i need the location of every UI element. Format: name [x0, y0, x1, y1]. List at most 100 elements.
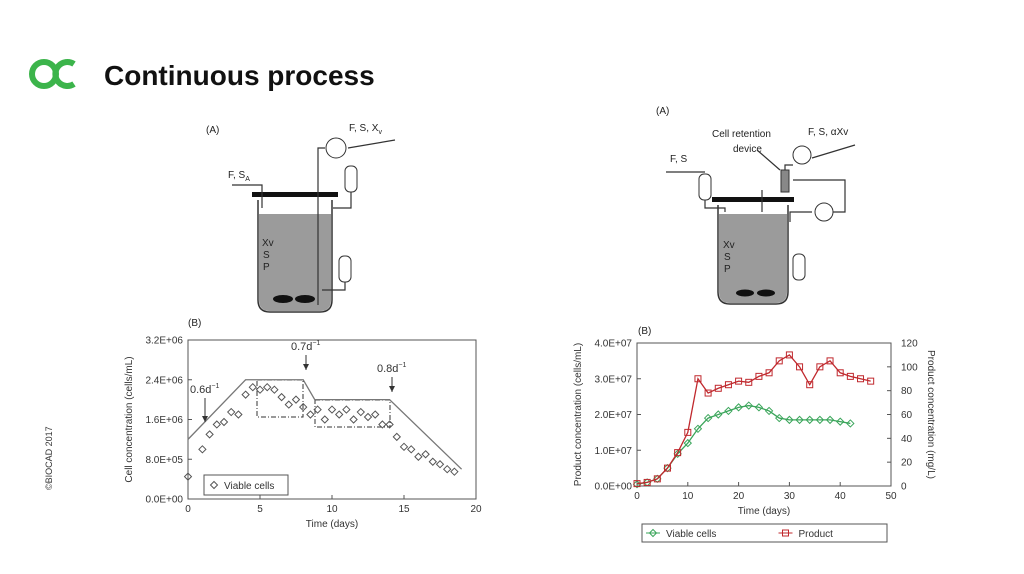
- data-point: [826, 357, 834, 365]
- y2-tick-label: 20: [901, 458, 913, 469]
- data-point: [703, 413, 713, 423]
- data-point: [633, 480, 641, 488]
- x-tick-label: 20: [470, 504, 482, 515]
- data-point: [805, 415, 814, 425]
- diagram-label: (A): [656, 106, 669, 117]
- data-point: [306, 410, 315, 419]
- data-point: [674, 449, 682, 457]
- data-point: [775, 357, 783, 365]
- data-point: [356, 407, 366, 417]
- data-point: [205, 430, 214, 439]
- data-point: [183, 472, 193, 481]
- annotation-text: 0.6d: [190, 384, 211, 396]
- x-tick-label: 10: [682, 491, 694, 502]
- data-point: [653, 475, 661, 483]
- data-point: [795, 415, 804, 425]
- y2-axis-label: Product concentration (mg/L): [925, 350, 936, 479]
- data-point: [320, 415, 330, 424]
- data-point: [785, 415, 794, 425]
- outlet-label: F, S, Xv: [349, 123, 382, 136]
- logo: [29, 59, 76, 90]
- inlet-text: F, S: [228, 170, 246, 181]
- data-point: [399, 442, 409, 452]
- data-point: [241, 390, 250, 399]
- data-point: [857, 375, 865, 383]
- data-point: [835, 417, 845, 426]
- data-point: [342, 405, 351, 414]
- y2-tick-label: 60: [901, 410, 913, 421]
- data-point: [693, 424, 703, 434]
- chart-label: (B): [188, 318, 201, 329]
- x-tick-label: 50: [885, 491, 897, 502]
- y-axis-label: Product concentration (cells/mL): [573, 343, 584, 486]
- x-tick-label: 0: [634, 491, 640, 502]
- inlet-label: F, S: [670, 154, 688, 165]
- data-point: [755, 372, 763, 380]
- data-point: [219, 417, 229, 427]
- data-point: [450, 467, 459, 476]
- data-point: [277, 392, 286, 402]
- annotation-arrowhead: [303, 364, 309, 370]
- data-point: [704, 389, 712, 397]
- y2-tick-label: 120: [901, 339, 918, 350]
- bioreactor-diagram-right: (A) Cell retention device F, S, αXv F, S…: [638, 106, 856, 337]
- legend-label: Viable cells: [666, 529, 716, 540]
- annotation-superscript: −1: [211, 383, 219, 390]
- data-point: [313, 405, 322, 414]
- data-point: [226, 407, 236, 417]
- contents-label: S: [724, 252, 731, 263]
- y2-tick-label: 40: [901, 434, 913, 445]
- data-point: [198, 445, 207, 454]
- data-point: [683, 438, 693, 448]
- data-point: [724, 406, 733, 416]
- legend-marker: [648, 528, 658, 538]
- contents-label: P: [263, 262, 270, 273]
- series-line: [636, 354, 871, 485]
- data-point: [724, 381, 732, 389]
- diagram-label: (A): [206, 125, 219, 136]
- data-point: [785, 351, 793, 359]
- data-point: [370, 410, 380, 419]
- data-point: [745, 378, 753, 386]
- annotation: 0.8d−1: [377, 362, 407, 375]
- y-tick-label: 4.0E+07: [594, 339, 632, 350]
- x-tick-label: 40: [835, 491, 847, 502]
- data-point: [363, 412, 373, 422]
- contents-label: Xv: [262, 238, 274, 249]
- data-point: [385, 420, 394, 429]
- data-point: [284, 400, 294, 409]
- data-point: [796, 363, 804, 371]
- outlet-subscript: v: [378, 129, 382, 136]
- data-point: [754, 403, 764, 412]
- y-tick-label: 2.4E+06: [145, 375, 183, 386]
- data-point: [442, 464, 452, 474]
- data-point: [270, 385, 279, 394]
- data-point: [334, 410, 344, 419]
- y-tick-label: 0.0E+00: [145, 495, 183, 506]
- data-point: [327, 405, 337, 414]
- y-tick-label: 1.6E+06: [145, 415, 183, 426]
- data-point: [248, 382, 258, 392]
- data-point: [255, 385, 265, 394]
- plot-frame: [636, 342, 892, 487]
- slide-title: Continuous process: [104, 60, 375, 91]
- data-point: [663, 464, 671, 472]
- data-point: [765, 369, 773, 377]
- data-point: [825, 415, 835, 425]
- regime-boxes: [256, 379, 391, 428]
- data-point: [867, 377, 875, 385]
- data-point: [816, 363, 824, 371]
- y2-tick-label: 100: [901, 362, 918, 373]
- data-point: [775, 413, 784, 423]
- data-point: [428, 457, 438, 466]
- data-point: [406, 445, 416, 454]
- data-point: [421, 450, 430, 459]
- annotation-text: 0.8d: [377, 363, 398, 375]
- bioreactor-diagram-left: (A) F, SA F, S, Xv Xv S P (B): [188, 123, 396, 329]
- copyright: ©BIOCAD 2017: [44, 426, 54, 490]
- x-tick-label: 20: [733, 491, 745, 502]
- annotation-superscript: −1: [398, 362, 406, 369]
- data-point: [815, 415, 825, 425]
- data-point: [349, 415, 358, 424]
